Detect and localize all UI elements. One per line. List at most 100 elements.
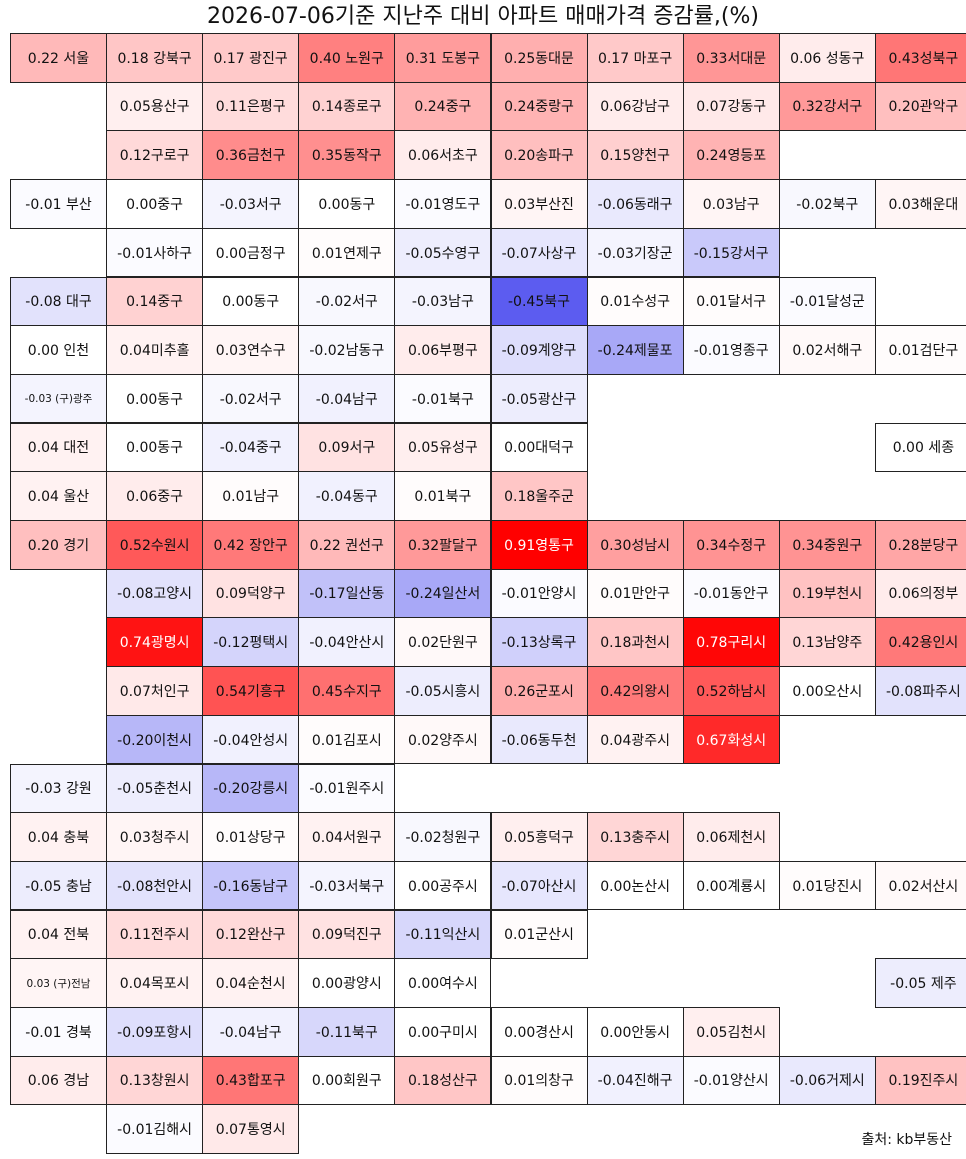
district-cell: 0.07처인구: [106, 666, 204, 716]
district-cell: -0.06거제시: [778, 1055, 876, 1106]
district-cell: 0.24영등포: [682, 130, 780, 180]
district-cell: 0.14중구: [106, 276, 204, 326]
district-cell: -0.11북구: [298, 1007, 396, 1057]
district-cell: -0.01김해시: [106, 1104, 204, 1154]
district-cell: 0.17 마포구: [586, 33, 684, 83]
district-cell: 0.01군산시: [490, 909, 588, 960]
district-cell: 0.09덕양구: [202, 568, 300, 619]
district-cell: -0.04진해구: [586, 1055, 684, 1106]
district-cell: 0.00동구: [202, 276, 300, 326]
district-cell: 0.04순천시: [202, 958, 300, 1008]
district-cell: 0.00여수시: [394, 958, 492, 1008]
district-cell: 0.24중랑구: [490, 81, 588, 132]
district-cell: 0.20송파구: [490, 130, 588, 180]
district-cell: -0.04안산시: [298, 617, 396, 667]
district-cell: 0.00동구: [106, 373, 204, 424]
district-cell: -0.04중구: [202, 422, 300, 473]
region-total-cell: -0.05 제주: [874, 958, 966, 1008]
district-cell: -0.04남구: [202, 1007, 300, 1057]
district-cell: 0.03연수구: [202, 325, 300, 375]
district-cell: 0.01김포시: [298, 714, 396, 765]
region-total-cell: -0.01 경북: [10, 1007, 107, 1057]
district-cell: 0.13충주시: [586, 812, 684, 862]
district-cell: -0.03서구: [202, 179, 300, 229]
district-cell: 0.06부평구: [394, 325, 492, 375]
district-cell: 0.00논산시: [586, 860, 684, 911]
district-cell: -0.02서구: [298, 276, 396, 326]
district-cell: -0.08고양시: [106, 568, 204, 619]
district-cell: 0.06 성동구: [778, 33, 876, 83]
district-cell: 0.13남양주: [778, 617, 876, 667]
district-cell: 0.00안동시: [586, 1007, 684, 1057]
district-cell: -0.07아산시: [490, 860, 588, 911]
district-cell: 0.01의창구: [490, 1055, 588, 1106]
district-cell: 0.33서대문: [682, 33, 780, 83]
district-cell: 0.04광주시: [586, 714, 684, 765]
district-cell: -0.01양산시: [682, 1055, 780, 1106]
district-cell: 0.22 권선구: [298, 520, 396, 570]
district-cell: 0.04서원구: [298, 812, 396, 862]
district-cell: 0.52하남시: [682, 666, 780, 716]
district-cell: 0.36금천구: [202, 130, 300, 180]
district-cell: 0.03부산진: [490, 179, 588, 229]
district-cell: -0.01영종구: [682, 325, 780, 375]
district-cell: -0.24일산서: [394, 568, 492, 619]
district-cell: -0.05수영구: [394, 227, 492, 278]
district-cell: -0.03기장군: [586, 227, 684, 278]
district-cell: 0.78구리시: [682, 617, 780, 667]
district-cell: 0.00구미시: [394, 1007, 492, 1057]
district-cell: -0.20이천시: [106, 714, 204, 765]
district-cell: 0.00오산시: [778, 666, 876, 716]
district-cell: 0.43합포구: [202, 1055, 300, 1106]
district-cell: -0.08천안시: [106, 860, 204, 911]
district-cell: -0.01영도구: [394, 179, 492, 229]
district-cell: 0.05흥덕구: [490, 812, 588, 862]
district-cell: -0.02남동구: [298, 325, 396, 375]
district-cell: -0.02청원구: [394, 812, 492, 862]
district-cell: 0.18울주군: [490, 471, 588, 521]
district-cell: 0.03해운대: [874, 179, 966, 229]
district-cell: 0.40 노원구: [298, 33, 396, 83]
district-cell: 0.01북구: [394, 471, 492, 521]
district-cell: 0.12완산구: [202, 909, 300, 960]
district-cell: -0.02북구: [778, 179, 876, 229]
region-total-cell: -0.03 (구)광주: [10, 373, 107, 424]
region-total-cell: 0.22 서울: [10, 33, 107, 83]
district-cell: 0.42 장안구: [202, 520, 300, 570]
district-cell: 0.17 광진구: [202, 33, 300, 83]
district-cell: 0.11은평구: [202, 81, 300, 132]
district-cell: 0.54기흥구: [202, 666, 300, 716]
district-cell: -0.01사하구: [106, 227, 204, 278]
region-total-cell: 0.20 경기: [10, 520, 107, 570]
district-cell: 0.02양주시: [394, 714, 492, 765]
district-cell: 0.18과천시: [586, 617, 684, 667]
district-cell: -0.04안성시: [202, 714, 300, 765]
district-cell: -0.11익산시: [394, 909, 492, 960]
district-cell: 0.12구로구: [106, 130, 204, 180]
district-cell: -0.09계양구: [490, 325, 588, 375]
district-cell: -0.03남구: [394, 276, 492, 326]
district-cell: 0.06의정부: [874, 568, 966, 619]
region-total-cell: -0.05 충남: [10, 860, 107, 911]
region-total-cell: 0.04 울산: [10, 471, 107, 521]
district-cell: -0.15강서구: [682, 227, 780, 278]
region-total-cell: 0.04 전북: [10, 909, 107, 960]
district-cell: 0.35동작구: [298, 130, 396, 180]
region-total-cell: 0.04 충북: [10, 812, 107, 862]
region-total-cell: -0.03 강원: [10, 763, 107, 813]
district-cell: 0.15양천구: [586, 130, 684, 180]
district-cell: 0.01남구: [202, 471, 300, 521]
district-cell: -0.01북구: [394, 373, 492, 424]
district-cell: 0.19부천시: [778, 568, 876, 619]
district-cell: 0.13창원시: [106, 1055, 204, 1106]
district-cell: -0.06동래구: [586, 179, 684, 229]
district-cell: -0.16동남구: [202, 860, 300, 911]
source-label: 출처: kb부동산: [861, 1132, 952, 1148]
region-total-cell: 0.03 (구)전남: [10, 958, 107, 1008]
district-cell: 0.31 도봉구: [394, 33, 492, 83]
district-cell: -0.05광산구: [490, 373, 588, 424]
district-cell: 0.03남구: [682, 179, 780, 229]
district-cell: 0.67화성시: [682, 714, 780, 765]
district-cell: -0.04남구: [298, 373, 396, 424]
